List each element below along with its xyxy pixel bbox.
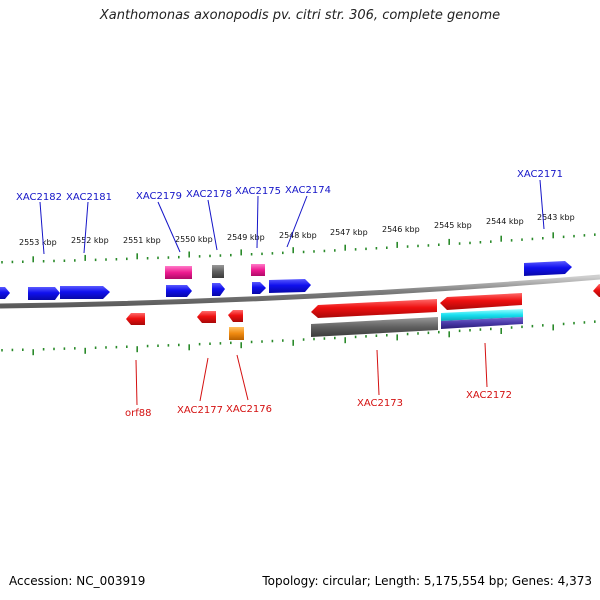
scale-label: 2550 kbp [175,235,213,244]
scale-labels: 2553 kbp 2552 kbp 2551 kbp 2550 kbp 2549… [19,213,575,247]
gene-label-XAC2174[interactable]: XAC2174 [285,185,331,196]
scale-label: 2548 kbp [279,231,317,240]
genome-summary: Topology: circular; Length: 5,175,554 bp… [262,574,592,588]
gene-reverse[interactable] [440,293,522,310]
scale-label: 2549 kbp [227,233,265,242]
gene-reverse[interactable] [593,284,600,297]
gene-label-XAC2176[interactable]: XAC2176 [226,404,272,415]
scale-label: 2545 kbp [434,221,472,230]
gene-forward[interactable] [252,282,266,294]
scale-label: 2543 kbp [537,213,575,222]
gene-label-XAC2171[interactable]: XAC2171 [517,169,563,180]
feature-box[interactable] [212,265,224,278]
top-gene-labels: XAC2182 XAC2181 XAC2179 XAC2178 XAC2175 … [16,169,563,203]
gene-label-XAC2177[interactable]: XAC2177 [177,405,223,416]
scale-ticks-bottom [1,320,596,356]
gene-forward[interactable] [28,287,60,300]
gene-reverse[interactable] [197,311,216,323]
scale-label: 2552 kbp [71,236,109,245]
accession-text: Accession: NC_003919 [9,574,146,588]
feature-box[interactable] [441,317,523,329]
label-leaders [39,179,545,406]
feature-box[interactable] [229,327,244,340]
gene-reverse[interactable] [228,310,243,322]
gene-label-XAC2181[interactable]: XAC2181 [66,192,112,203]
forward-genes [0,261,572,300]
scale-label: 2553 kbp [19,238,57,247]
gene-reverse[interactable] [126,313,145,325]
scale-label: 2546 kbp [382,225,420,234]
feature-box[interactable] [165,266,192,279]
gene-label-XAC2182[interactable]: XAC2182 [16,192,62,203]
gene-label-XAC2178[interactable]: XAC2178 [186,189,232,200]
feature-box[interactable] [311,317,438,337]
bottom-gene-labels: orf88 XAC2177 XAC2176 XAC2173 XAC2172 [125,390,512,419]
gene-forward[interactable] [0,287,10,299]
top-feature-track [165,264,265,279]
gene-label-XAC2179[interactable]: XAC2179 [136,191,182,202]
gene-label-XAC2172[interactable]: XAC2172 [466,390,512,401]
reverse-genes [126,284,600,325]
scale-ticks-top [1,232,596,264]
gene-label-XAC2175[interactable]: XAC2175 [235,186,281,197]
scale-label: 2544 kbp [486,217,524,226]
scale-label: 2547 kbp [330,228,368,237]
gene-label-XAC2173[interactable]: XAC2173 [357,398,403,409]
gene-label-orf88[interactable]: orf88 [125,408,151,419]
bottom-feature-track [229,309,523,340]
gene-forward[interactable] [524,261,572,276]
scale-label: 2551 kbp [123,236,161,245]
gene-forward[interactable] [60,286,110,299]
map-title: Xanthomonas axonopodis pv. citri str. 30… [99,8,501,23]
gene-forward[interactable] [212,283,225,296]
gene-forward[interactable] [269,279,311,293]
feature-box[interactable] [251,264,265,276]
gene-forward[interactable] [166,285,192,297]
gene-reverse[interactable] [311,299,437,318]
genome-backbone [0,274,600,309]
